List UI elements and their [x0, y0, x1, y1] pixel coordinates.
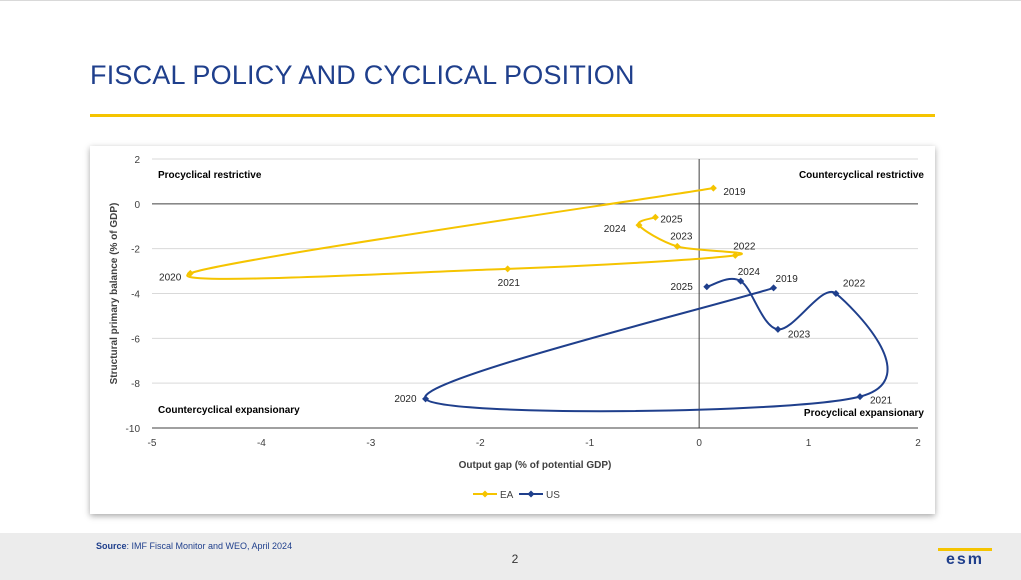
data-label-ea-2025: 2025 — [660, 214, 683, 225]
data-point-ea-2021 — [504, 265, 512, 273]
y-tick-label: -2 — [131, 245, 140, 256]
x-tick-label: 1 — [806, 438, 812, 449]
chart-card: -10 -8 -6 -4 -2 0 2 -5 -4 -3 -2 -1 0 1 2 Output gap (% … — [90, 146, 935, 514]
data-label-us-2019: 2019 — [776, 274, 799, 285]
data-label-ea-2019: 2019 — [723, 187, 746, 198]
data-point-ea-2020 — [186, 269, 194, 277]
data-label-us-2023: 2023 — [788, 329, 811, 340]
x-tick-label: 2 — [915, 438, 921, 449]
quadrant-label-top-right: Countercyclical restrictive — [799, 170, 924, 181]
legend-marker-us — [527, 490, 535, 498]
footer-bar — [0, 533, 1021, 580]
x-axis-title: Output gap (% of potential GDP) — [459, 460, 612, 471]
y-axis-title: Structural primary balance (% of GDP) — [109, 203, 120, 385]
quadrant-label-bottom-left: Countercyclical expansionary — [158, 405, 300, 416]
y-tick-label: -8 — [131, 379, 140, 390]
x-tick-label: 0 — [696, 438, 702, 449]
data-point-us-2024 — [737, 277, 745, 285]
data-label-us-2024: 2024 — [738, 267, 761, 278]
source-note: Source: IMF Fiscal Monitor and WEO, Apri… — [96, 541, 292, 551]
data-point-ea-2019 — [709, 184, 717, 192]
title-underline — [90, 114, 935, 117]
svg-text:esm: esm — [946, 551, 984, 566]
data-label-ea-2024: 2024 — [604, 224, 627, 235]
quadrant-label-top-left: Procyclical restrictive — [158, 170, 262, 181]
data-point-us-2019 — [770, 284, 778, 292]
data-point-ea-2025 — [651, 213, 659, 221]
source-label: Source — [96, 541, 127, 551]
x-tick-label: -1 — [585, 438, 594, 449]
source-text: : IMF Fiscal Monitor and WEO, April 2024 — [126, 541, 293, 551]
esm-logo: esm — [938, 548, 992, 566]
top-rule — [0, 0, 1021, 1]
page-title: FISCAL POLICY AND CYCLICAL POSITION — [90, 60, 635, 90]
data-point-ea-2024 — [635, 221, 643, 229]
y-tick-label: 2 — [134, 155, 140, 166]
data-label-us-2021: 2021 — [870, 396, 893, 407]
y-tick-label: -6 — [131, 334, 140, 345]
data-point-us-2022 — [832, 290, 840, 297]
data-label-us-2020: 2020 — [394, 394, 417, 405]
page-number: 2 — [511, 552, 519, 566]
y-tick-label: -10 — [126, 424, 141, 435]
series-line-us — [424, 277, 889, 413]
x-tick-label: -5 — [148, 438, 157, 449]
quadrant-label-bottom-right: Procyclical expansionary — [804, 408, 925, 419]
data-point-us-2025 — [703, 283, 711, 291]
y-tick-label: 0 — [134, 200, 140, 211]
data-label-us-2022: 2022 — [843, 279, 866, 290]
legend-label-ea: EA — [500, 490, 514, 501]
data-label-ea-2023: 2023 — [670, 231, 693, 242]
data-label-ea-2022: 2022 — [733, 241, 756, 252]
data-point-us-2023 — [774, 325, 782, 333]
data-point-ea-2022 — [731, 251, 739, 259]
y-tick-label: -4 — [131, 290, 140, 301]
data-point-ea-2023 — [673, 242, 681, 250]
legend-marker-ea — [481, 490, 489, 498]
legend-label-us: US — [546, 490, 560, 501]
data-label-us-2025: 2025 — [671, 282, 694, 293]
data-label-ea-2021: 2021 — [498, 278, 521, 289]
x-tick-label: -4 — [257, 438, 266, 449]
x-tick-label: -2 — [476, 438, 485, 449]
series-line-ea — [186, 187, 743, 280]
data-point-us-2021 — [856, 393, 864, 401]
data-point-us-2020 — [422, 395, 430, 403]
data-label-ea-2020: 2020 — [159, 272, 182, 283]
x-tick-label: -3 — [366, 438, 375, 449]
